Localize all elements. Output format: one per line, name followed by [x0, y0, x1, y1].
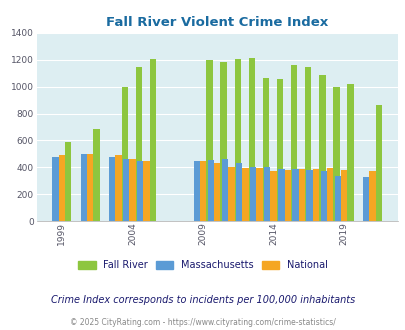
Bar — [262, 78, 269, 221]
Bar — [93, 129, 100, 221]
Bar — [320, 171, 326, 221]
Bar — [340, 170, 347, 221]
Bar — [362, 178, 369, 221]
Bar — [284, 170, 290, 221]
Bar — [137, 161, 143, 221]
Bar — [129, 159, 135, 221]
Bar — [87, 154, 93, 221]
Bar — [375, 105, 381, 221]
Bar — [347, 84, 353, 221]
Title: Fall River Violent Crime Index: Fall River Violent Crime Index — [106, 16, 328, 29]
Text: Crime Index corresponds to incidents per 100,000 inhabitants: Crime Index corresponds to incidents per… — [51, 295, 354, 305]
Bar — [65, 142, 71, 221]
Bar — [248, 58, 254, 221]
Bar — [312, 169, 318, 221]
Bar — [199, 161, 206, 221]
Bar — [242, 168, 248, 221]
Bar — [306, 170, 312, 221]
Bar — [149, 59, 156, 221]
Bar — [298, 169, 304, 221]
Bar — [249, 167, 256, 221]
Legend: Fall River, Massachusetts, National: Fall River, Massachusetts, National — [74, 256, 331, 274]
Bar — [81, 154, 87, 221]
Bar — [52, 157, 59, 221]
Bar — [121, 87, 128, 221]
Bar — [277, 169, 284, 221]
Bar — [207, 160, 213, 221]
Text: © 2025 CityRating.com - https://www.cityrating.com/crime-statistics/: © 2025 CityRating.com - https://www.city… — [70, 318, 335, 327]
Bar — [221, 159, 228, 221]
Bar — [234, 58, 240, 221]
Bar — [143, 161, 149, 221]
Bar — [109, 157, 115, 221]
Bar — [270, 171, 276, 221]
Bar — [334, 176, 340, 221]
Bar — [206, 60, 212, 221]
Bar — [256, 168, 262, 221]
Bar — [213, 163, 220, 221]
Bar — [220, 62, 226, 221]
Bar — [326, 168, 333, 221]
Bar — [123, 159, 129, 221]
Bar — [369, 171, 375, 221]
Bar — [292, 169, 298, 221]
Bar — [264, 167, 270, 221]
Bar — [235, 163, 242, 221]
Bar — [228, 167, 234, 221]
Bar — [304, 67, 311, 221]
Bar — [135, 67, 142, 221]
Bar — [333, 87, 339, 221]
Bar — [276, 79, 283, 221]
Bar — [115, 155, 121, 221]
Bar — [290, 65, 296, 221]
Bar — [318, 75, 325, 221]
Bar — [193, 161, 199, 221]
Bar — [59, 155, 65, 221]
